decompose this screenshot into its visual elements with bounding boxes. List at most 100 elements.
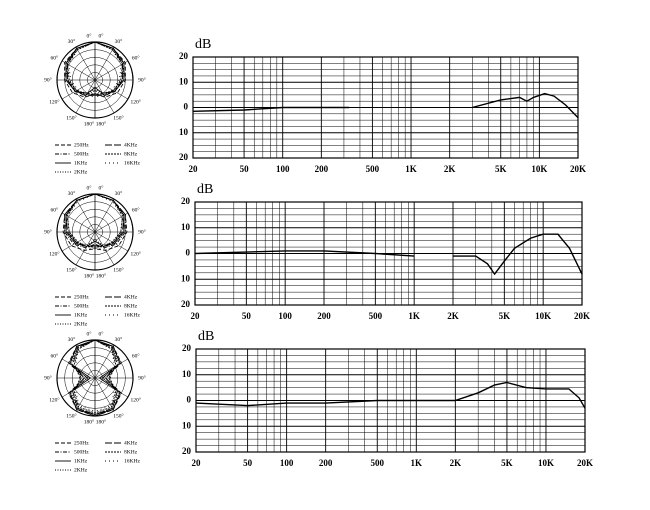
angle-label: 90°	[138, 228, 146, 235]
x-tick-label: 500	[371, 458, 385, 468]
x-tick-label: 20K	[577, 458, 593, 468]
polar-spoke	[94, 79, 115, 114]
polar-spoke	[94, 377, 115, 412]
angle-label: 30°	[68, 190, 76, 197]
angle-label: 180°	[84, 418, 94, 425]
polar-curve	[70, 339, 96, 415]
x-tick-label: 10K	[531, 164, 547, 174]
angle-label: 60°	[132, 54, 140, 61]
angle-label: 150°	[113, 412, 123, 419]
y-tick-label: 10	[179, 76, 189, 86]
legend-label: 4KHz	[124, 142, 138, 148]
angle-label: 30°	[115, 336, 123, 343]
polar-spoke	[75, 46, 96, 81]
x-tick-label: 20	[189, 164, 199, 174]
polar-curve	[94, 41, 124, 97]
x-tick-label: 50	[242, 311, 252, 321]
polar-spoke	[75, 377, 96, 412]
x-tick-label: 50	[243, 458, 253, 468]
polar-curve	[66, 41, 96, 95]
angle-label: 30°	[68, 38, 76, 45]
polar-spoke	[94, 79, 129, 100]
angle-label: 120°	[49, 98, 59, 105]
x-tick-label: 10K	[535, 311, 551, 321]
angle-label: 60°	[132, 206, 140, 213]
angle-label: 180°	[96, 272, 106, 279]
polar-curve	[69, 339, 96, 415]
angle-label: 0°	[99, 330, 104, 337]
y-tick-label: 0	[184, 102, 189, 112]
y-tick-label: 10	[179, 127, 189, 137]
y-tick-label: 20	[179, 152, 189, 162]
legend-label: 1KHz	[74, 312, 88, 318]
angle-label: 30°	[68, 336, 76, 343]
angle-label: 150°	[66, 114, 76, 121]
polar-spoke	[75, 79, 96, 114]
angle-label: 30°	[115, 38, 123, 45]
polar-spoke	[61, 79, 96, 100]
angle-label: 90°	[44, 76, 52, 83]
polar-spoke	[94, 198, 115, 233]
x-tick-label: 500	[366, 164, 380, 174]
polar-spoke	[94, 358, 129, 379]
angle-label: 150°	[66, 412, 76, 419]
polar-spoke	[61, 358, 96, 379]
polar-curve	[94, 193, 125, 246]
x-tick-label: 20K	[574, 311, 590, 321]
legend-label: 16KHz	[124, 458, 140, 464]
x-tick-label: 500	[369, 311, 383, 321]
legend-label: 500Hz	[74, 449, 89, 455]
legend-label: 4KHz	[124, 440, 138, 446]
y-axis-label: dB	[195, 37, 211, 52]
polar-curve	[65, 193, 96, 246]
x-tick-label: 100	[278, 311, 292, 321]
angle-label: 180°	[96, 418, 106, 425]
angle-label: 120°	[130, 98, 140, 105]
angle-label: 90°	[138, 374, 146, 381]
polar-curve	[94, 339, 117, 414]
x-tick-label: 20	[191, 311, 201, 321]
angle-label: 60°	[50, 54, 58, 61]
legend-label: 8KHz	[124, 449, 138, 455]
angle-label: 0°	[87, 184, 92, 191]
polar-curve	[94, 339, 121, 415]
legend-label: 16KHz	[124, 160, 140, 166]
polar-spoke	[75, 344, 96, 379]
x-tick-label: 2K	[447, 311, 459, 321]
angle-label: 120°	[130, 396, 140, 403]
polar-curve	[73, 339, 96, 414]
polar-spoke	[61, 231, 96, 252]
legend-label: 8KHz	[124, 303, 138, 309]
x-tick-label: 5K	[501, 458, 513, 468]
angle-label: 90°	[138, 76, 146, 83]
x-tick-label: 200	[315, 164, 329, 174]
legend-label: 1KHz	[74, 458, 88, 464]
polar-curve	[94, 41, 124, 95]
y-axis-label: dB	[197, 182, 213, 197]
polar-spoke	[94, 231, 115, 266]
x-tick-label: 200	[319, 458, 333, 468]
angle-label: 120°	[49, 250, 59, 257]
x-tick-label: 2K	[444, 164, 456, 174]
response-curve	[194, 233, 583, 276]
angle-label: 150°	[66, 266, 76, 273]
y-tick-label: 20	[182, 446, 192, 456]
legend-label: 2KHz	[74, 321, 88, 327]
y-tick-label: 20	[181, 299, 191, 309]
x-tick-label: 1K	[411, 458, 423, 468]
polar-spoke	[75, 198, 96, 233]
angle-label: 30°	[115, 190, 123, 197]
plot-frame	[192, 56, 579, 159]
x-tick-label: 20	[192, 458, 202, 468]
polar-spoke	[61, 377, 96, 398]
angle-label: 60°	[50, 206, 58, 213]
x-tick-label: 100	[280, 458, 294, 468]
angle-label: 0°	[99, 32, 104, 39]
angle-label: 150°	[113, 266, 123, 273]
y-tick-label: 10	[181, 273, 191, 283]
y-tick-label: 20	[182, 343, 192, 353]
legend-label: 500Hz	[74, 303, 89, 309]
plot-frame	[195, 348, 586, 453]
